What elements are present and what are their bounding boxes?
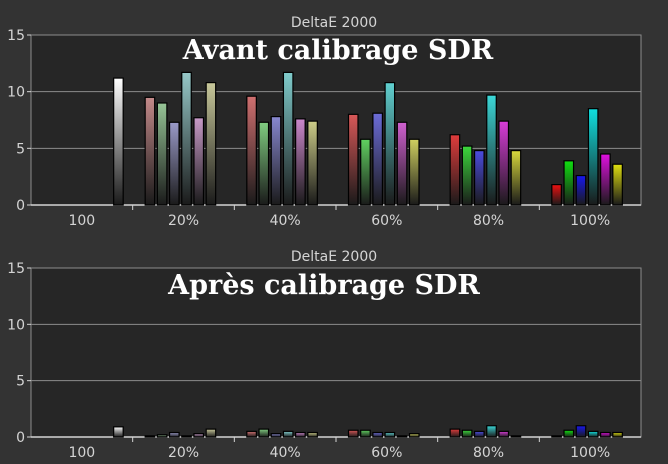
x-tick-label: 20% [168, 213, 199, 229]
bar [498, 120, 510, 206]
bar [246, 430, 257, 438]
bar [600, 431, 611, 438]
bar [144, 435, 156, 438]
chart-annotation: Avant calibrage SDR [182, 35, 494, 66]
bar [449, 428, 461, 438]
bar [270, 115, 282, 206]
bar [408, 138, 420, 206]
y-tick-label: 5 [16, 374, 25, 390]
chart-annotation: Après calibrage SDR [167, 270, 480, 301]
bar [168, 121, 180, 206]
bar [510, 435, 522, 438]
bar [258, 428, 270, 438]
bar [396, 121, 408, 206]
bar [295, 431, 306, 438]
x-tick-label: 40% [270, 213, 301, 229]
bar [486, 94, 497, 206]
x-tick-label: 40% [270, 445, 301, 461]
x-tick-label: 20% [168, 445, 199, 461]
y-tick-label: 10 [7, 317, 25, 333]
bar [282, 71, 294, 206]
bar [360, 138, 371, 206]
bar [307, 431, 318, 438]
bar [473, 150, 485, 206]
chart-title: DeltaE 2000 [291, 15, 377, 31]
bar [193, 433, 205, 438]
bar [551, 435, 562, 438]
bar [270, 433, 282, 438]
bar [498, 430, 510, 438]
bar [181, 435, 192, 438]
x-tick-label: 100 [68, 213, 95, 229]
x-tick-label: 80% [473, 445, 504, 461]
x-tick-label: 60% [371, 445, 402, 461]
bar [396, 435, 408, 438]
bar [575, 174, 587, 206]
bar [563, 429, 575, 438]
bar [551, 184, 562, 206]
bar [282, 430, 294, 438]
x-tick-label: 100% [570, 445, 610, 461]
bar [360, 429, 371, 438]
bar [295, 118, 306, 206]
bar [168, 431, 180, 438]
bar [113, 77, 124, 206]
x-tick-label: 60% [371, 213, 402, 229]
bar [612, 431, 623, 438]
plot-area [30, 34, 642, 206]
y-tick-label: 10 [7, 85, 25, 101]
bar [510, 150, 522, 206]
bar [258, 121, 270, 206]
bar [384, 81, 396, 206]
x-tick-label: 100% [570, 213, 610, 229]
bar [587, 430, 599, 438]
y-tick-label: 15 [7, 261, 25, 277]
bar [575, 425, 587, 438]
bar [156, 434, 168, 438]
bar [347, 113, 359, 206]
bar [461, 145, 473, 206]
bar [205, 81, 217, 206]
chart-title: DeltaE 2000 [291, 249, 377, 265]
bar [113, 426, 124, 438]
bar [347, 429, 359, 438]
bar [449, 134, 461, 206]
bar [307, 120, 318, 206]
bar [473, 430, 485, 438]
bar [384, 431, 396, 438]
bar [563, 160, 575, 206]
bar [246, 95, 257, 206]
x-tick-label: 80% [473, 213, 504, 229]
bar [156, 102, 168, 206]
bar [372, 431, 383, 438]
x-tick-label: 100 [68, 445, 95, 461]
bar [461, 429, 473, 438]
bar [181, 71, 192, 206]
bar [408, 433, 420, 438]
bar [372, 112, 383, 206]
bar [600, 153, 611, 206]
y-tick-label: 0 [16, 198, 25, 214]
plot-area [30, 267, 642, 438]
bar [144, 96, 156, 206]
y-tick-label: 0 [16, 430, 25, 446]
bar [193, 117, 205, 206]
bar [587, 108, 599, 206]
y-tick-label: 5 [16, 141, 25, 157]
y-tick-label: 15 [7, 28, 25, 44]
bar [205, 428, 217, 438]
bar [486, 425, 497, 438]
bar [612, 163, 623, 206]
